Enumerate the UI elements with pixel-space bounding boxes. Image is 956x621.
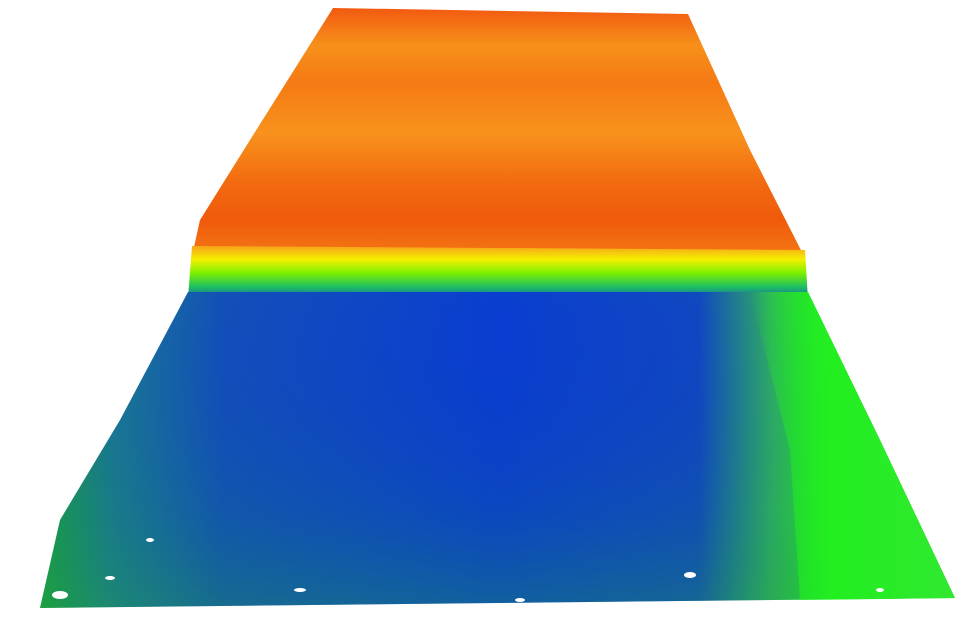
raised-surface xyxy=(192,8,805,258)
point-cloud-render xyxy=(0,0,956,621)
transition-band xyxy=(188,246,808,300)
page xyxy=(0,0,956,621)
